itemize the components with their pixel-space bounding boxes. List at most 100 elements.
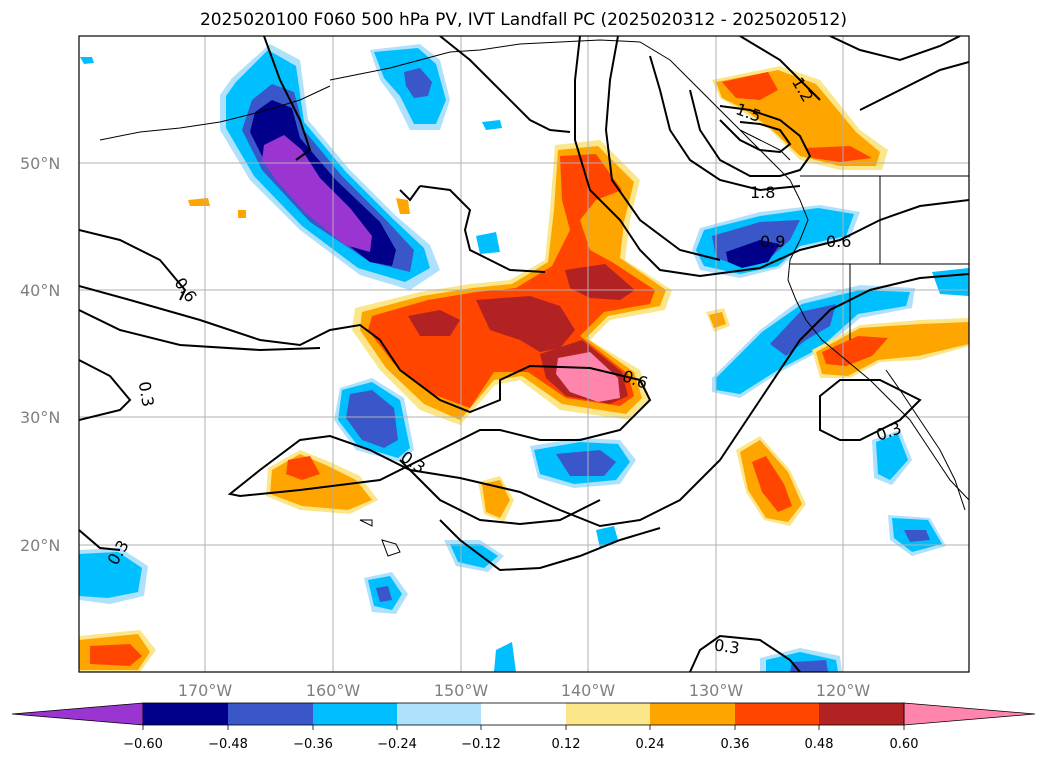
colorbar-tick-label: −0.36 (293, 737, 333, 752)
shade-small-blue-1b (450, 544, 498, 568)
colorbar-extend-max (903, 702, 1036, 726)
shade-se-pos-036 (752, 456, 792, 512)
contour-label: 0.6 (826, 232, 851, 251)
contour-3 (79, 309, 321, 352)
shade-ca-pos-036 (822, 336, 888, 366)
contour-9 (439, 36, 571, 133)
colorbar-tick-label: 0.12 (552, 737, 581, 752)
shade-left-blue-b (79, 552, 142, 598)
shade-cen-neg-036 (346, 390, 398, 448)
colorbar-tick-label: 0.48 (805, 737, 834, 752)
shade-sw-pos-036 (286, 456, 320, 480)
contour-16 (829, 36, 961, 62)
colorbar-ticks (142, 725, 905, 730)
contour-7 (439, 519, 661, 572)
contour-20 (819, 379, 922, 441)
contour-4 (79, 359, 132, 421)
lat-labels: 50°N 40°N 30°N 20°N (20, 154, 60, 555)
shade-small-blue-2c (376, 586, 392, 602)
pv-contours (79, 36, 969, 672)
contour-label: 0.9 (760, 232, 785, 251)
colorbar-swatch (313, 703, 397, 725)
lat-label: 50°N (20, 154, 60, 173)
shade-bc-pos-036a (722, 72, 778, 100)
colorbar-tick-label: 0.60 (890, 737, 919, 752)
contour-19 (399, 185, 421, 202)
shade-small-orange-2b (482, 480, 510, 518)
map-frame (78, 35, 970, 673)
colorbar-tick-label: 0.24 (636, 737, 665, 752)
shade-speck-2 (238, 210, 246, 218)
colorbar-swatch (566, 703, 650, 725)
colorbar-tick-label: −0.48 (208, 737, 248, 752)
pc-shading (79, 44, 969, 672)
map-title: 2025020100 F060 500 hPa PV, IVT Landfall… (199, 10, 847, 30)
contour-13 (689, 89, 812, 177)
shade-small-blue-3 (596, 526, 618, 548)
contour-21 (689, 634, 801, 672)
shade-north-blue-3 (482, 120, 502, 130)
colorbar-tick-label: −0.24 (377, 737, 417, 752)
colorbar-frame (142, 702, 905, 726)
lon-label: 130°W (689, 681, 744, 700)
contour-5 (79, 529, 121, 551)
colorbar-extend-min (11, 702, 144, 726)
shade-central-pos-048a (408, 310, 460, 336)
lon-labels: 170°W 160°W 150°W 140°W 130°W 120°W (178, 681, 871, 700)
colorbar-swatch (819, 703, 904, 725)
shade-small-orange-1b (709, 312, 726, 328)
shade-central-pos-048c (565, 264, 635, 300)
contour-1 (79, 229, 187, 301)
shade-ca-neg-024 (716, 290, 910, 394)
contour-15 (739, 36, 821, 101)
colorbar-swatch (228, 703, 313, 725)
coast-hawaii-2 (359, 519, 373, 527)
shade-speck-3 (396, 198, 410, 214)
contour-label: 0.3 (713, 635, 741, 657)
coastlines (99, 39, 969, 557)
shade-baja-neg-2c (904, 530, 930, 542)
contour-label: 0.3 (135, 380, 158, 408)
shade-alaska-plume-060 (262, 135, 372, 252)
lat-label: 40°N (20, 281, 60, 300)
contour-18 (419, 185, 546, 273)
lon-label: 150°W (434, 681, 489, 700)
lat-label: 30°N (20, 408, 60, 427)
colorbar-swatch (481, 703, 566, 725)
contour-14 (719, 119, 792, 154)
colorbar-swatch (650, 703, 735, 725)
contour-6 (399, 459, 601, 526)
coast-alaska (329, 39, 969, 501)
contour-10 (574, 36, 969, 278)
contour-label: 1.8 (750, 183, 775, 202)
contour-8 (263, 36, 312, 161)
shade-baja-neg-1b (876, 434, 908, 480)
shade-sub-neg-036 (556, 450, 616, 476)
colorbar-swatch (143, 703, 228, 725)
shade-bc-pos-036b (806, 146, 872, 162)
colorbar-tick-label: 0.36 (721, 737, 750, 752)
shade-bl-pos-036 (90, 644, 142, 666)
contour-17 (859, 61, 969, 111)
lon-label: 140°W (561, 681, 616, 700)
coast-hawaii-1 (381, 539, 401, 557)
colorbar-tick-label: −0.60 (123, 737, 163, 752)
shade-central-pos-048b (476, 296, 575, 352)
colorbar-tick-label: −0.12 (461, 737, 501, 752)
shade-pnw-neg-048 (726, 240, 780, 268)
shade-bottom-blue-1 (494, 642, 516, 672)
lon-label: 160°W (306, 681, 361, 700)
shade-north-blue-2 (80, 57, 94, 64)
colorbar-swatch (735, 703, 819, 725)
shade-ca-neg-036 (770, 304, 836, 356)
shade-speck-4 (476, 232, 500, 254)
contour-11 (604, 36, 721, 261)
shade-bottom-blue-2c (790, 660, 828, 672)
contour-2 (79, 273, 969, 528)
coast-baja (885, 369, 966, 511)
contour-12 (649, 55, 801, 192)
gridlines (79, 36, 969, 672)
lon-label: 120°W (816, 681, 871, 700)
colorbar: −0.60 −0.48 −0.36 −0.24 −0.12 0.12 0.24 … (11, 702, 1036, 752)
